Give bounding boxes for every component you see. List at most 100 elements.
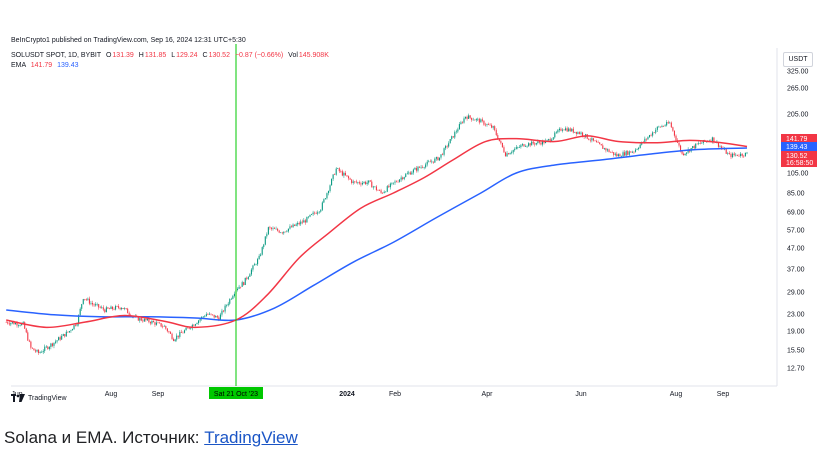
candle-body: [337, 168, 339, 169]
currency-button[interactable]: USDT: [783, 52, 813, 67]
candle-body: [650, 135, 652, 136]
candle-body: [208, 313, 211, 315]
candle-body: [87, 298, 89, 300]
candle-body: [412, 169, 414, 173]
candle-body: [240, 286, 242, 288]
candle-body: [435, 157, 437, 159]
price-label-last: [781, 151, 817, 168]
candle-body: [670, 122, 672, 128]
chart-area[interactable]: 325.00 265.00 205.00 105.00 85.00 69.00 57.00 4…: [0, 0, 818, 410]
candle-body: [634, 149, 637, 152]
candle-body: [395, 181, 398, 183]
candle-body: [96, 304, 98, 305]
candle-body: [303, 220, 305, 223]
candle-body: [34, 350, 37, 352]
candle-body: [267, 227, 269, 235]
y-tick-label: 15.50: [787, 348, 805, 355]
candle-body: [51, 343, 53, 346]
price-chart[interactable]: 325.00 265.00 205.00 105.00 85.00 69.00 57.00 4…: [0, 0, 818, 410]
candle-body: [681, 151, 683, 154]
tradingview-logo-icon: [11, 394, 25, 402]
candle-body: [740, 153, 742, 157]
candle-body: [249, 274, 251, 277]
candle-body: [611, 152, 613, 153]
y-tick-label: 19.00: [787, 329, 805, 336]
candle-body: [725, 149, 727, 154]
caption-source-link[interactable]: TradingView: [204, 428, 298, 447]
candle-body: [22, 322, 24, 324]
candle-body: [114, 306, 117, 310]
candle-body: [484, 124, 487, 126]
candle-body: [679, 145, 682, 152]
candle-body: [537, 141, 539, 144]
candle-body: [21, 323, 23, 326]
candle-body: [402, 177, 404, 180]
candle-body: [17, 325, 20, 326]
figure-caption: Solana и EMA. Источник: TradingView: [4, 428, 298, 448]
candle-body: [648, 135, 651, 138]
candle-body: [574, 131, 576, 133]
candle-body: [31, 347, 33, 349]
candle-body: [521, 144, 523, 146]
candle-body: [575, 131, 577, 134]
candle-body: [686, 152, 688, 154]
candle-body: [260, 254, 262, 256]
candle-body: [664, 125, 666, 127]
y-tick-label: 69.00: [787, 210, 805, 217]
candle-body: [603, 148, 605, 149]
candle-body: [335, 168, 337, 175]
candle-body: [494, 126, 496, 131]
candle-body: [434, 158, 436, 163]
candle-body: [520, 145, 522, 148]
candle-body: [355, 181, 357, 183]
candle-body: [108, 308, 111, 310]
candle-body: [321, 202, 323, 210]
candle-body: [596, 141, 598, 143]
candle-body: [128, 313, 130, 315]
candle-body: [566, 128, 568, 132]
candle-body: [361, 182, 364, 185]
candle-body: [437, 157, 439, 161]
candle-body: [552, 137, 554, 140]
candle-body: [334, 174, 336, 176]
candle-body: [391, 182, 393, 184]
candle-body: [371, 181, 373, 188]
candle-body: [389, 183, 391, 188]
candle-body: [165, 325, 167, 329]
candle-body: [608, 149, 610, 152]
candle-body: [445, 146, 447, 149]
price-label-text: 130.52: [786, 153, 808, 160]
candle-body: [425, 164, 427, 168]
candle-body: [218, 317, 220, 321]
candle-body: [157, 322, 159, 324]
candle-body: [190, 328, 192, 329]
candle-body: [151, 321, 153, 324]
candle-body: [386, 186, 388, 192]
candle-body: [227, 303, 229, 306]
candle-body: [346, 175, 348, 177]
y-tick-label: 325.00: [787, 69, 809, 76]
candle-body: [625, 151, 627, 156]
candle-body: [474, 119, 476, 121]
candle-body: [375, 186, 377, 191]
candle-body: [491, 125, 493, 128]
candle-body: [699, 143, 701, 144]
y-tick-label: 23.00: [787, 312, 805, 319]
candle-body: [219, 314, 221, 321]
candle-body: [204, 316, 206, 317]
candle-body: [733, 153, 735, 155]
candle-body: [417, 166, 419, 171]
candle-body: [41, 352, 43, 353]
candle-body: [423, 167, 425, 168]
candle-body: [273, 228, 276, 229]
candle-body: [385, 191, 387, 193]
candle-body: [578, 132, 581, 134]
candle-body: [143, 318, 145, 322]
candle-body: [67, 331, 69, 333]
candle-body: [498, 139, 500, 142]
candle-body: [372, 186, 374, 188]
candle-body: [340, 171, 342, 172]
candle-body: [624, 152, 626, 156]
y-tick-label: 29.00: [787, 290, 805, 297]
candle-body: [58, 337, 60, 341]
